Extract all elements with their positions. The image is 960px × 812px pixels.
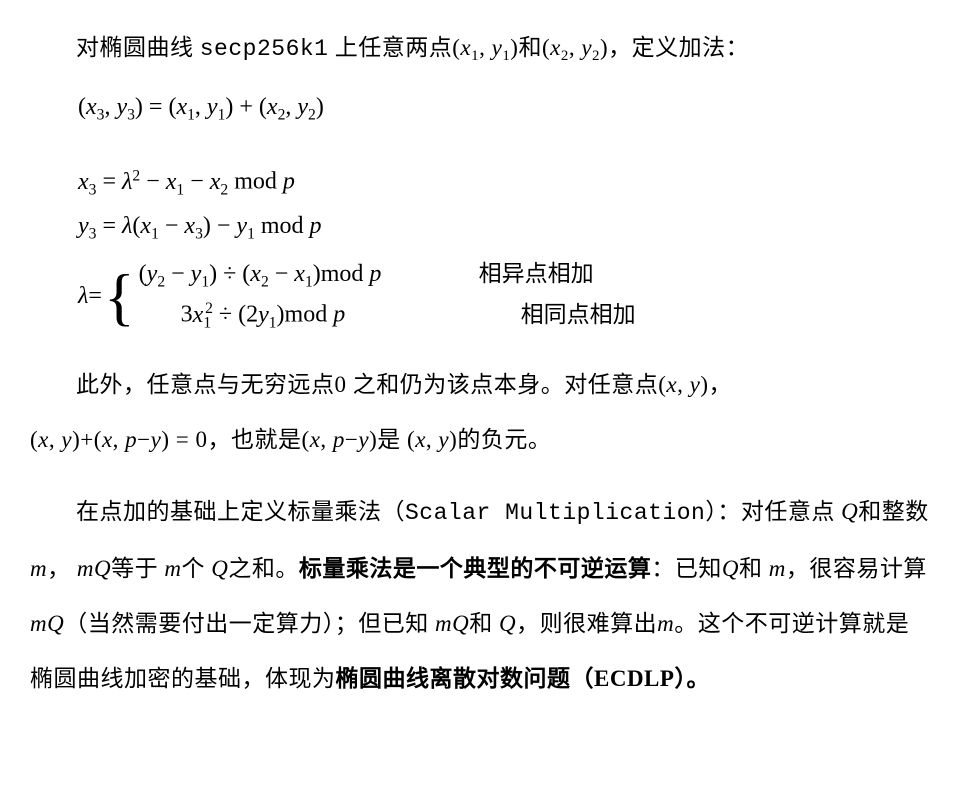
var: y1 [492, 35, 511, 60]
text: 对椭圆曲线 [76, 35, 200, 60]
eq-lambda: λ = { (y2 − y1) ÷ (x2 − x1)mod p 相异点相加 3… [78, 256, 930, 337]
paren: ) [600, 35, 608, 60]
text: 和 [518, 35, 542, 60]
var-mQ: mQ [30, 611, 64, 636]
var-m: m [769, 556, 786, 581]
text: 是 [377, 427, 407, 452]
paren: ( [542, 35, 550, 60]
text: 和整数 [858, 499, 929, 524]
bold-statement: 标量乘法是一个典型的不可逆运算 [299, 556, 652, 581]
var-mQ: mQ [77, 556, 111, 581]
text: ，也就是 [208, 427, 302, 452]
eq-point-sum: (x3, y3) = (x1, y1) + (x2, y2) [78, 93, 930, 125]
text: ：已知 [651, 556, 722, 581]
comma: , [569, 35, 582, 60]
var: y2 [581, 35, 600, 60]
lambda-case-distinct: (y2 − y1) ÷ (x2 − x1)mod p 相异点相加 [139, 260, 636, 292]
text: 和 [739, 556, 769, 581]
term-scalar-mult: Scalar Multiplication [405, 500, 705, 526]
text: ，很容易计算 [786, 556, 927, 581]
var-Q: Q [841, 499, 858, 524]
var: x2 [550, 35, 569, 60]
text: 上任意两点 [328, 35, 452, 60]
bold-ecdlp: 椭圆曲线离散对数问题（ECDLP）。 [336, 666, 710, 691]
var-m: m [164, 556, 181, 581]
var-m: m [657, 611, 674, 636]
text: （当然需要付出一定算力）；但已知 [64, 611, 435, 636]
scalar-mult-paragraph: 在点加的基础上定义标量乘法（Scalar Multiplication）：对任意… [30, 484, 930, 707]
text: ）：对任意点 [705, 499, 841, 524]
var-m: m [30, 556, 47, 581]
negation-paragraph: (x, y)+(x, p−y) = 0，也就是(x, p−y)是 (x, y)的… [30, 412, 930, 467]
intro-paragraph: 对椭圆曲线 secp256k1 上任意两点(x1, y1)和(x2, y2)，定… [30, 20, 930, 77]
var: x1 [460, 35, 479, 60]
equation-block: (x3, y3) = (x1, y1) + (x2, y2) x3 = λ2 −… [78, 93, 930, 337]
var-Q: Q [211, 556, 228, 581]
text: 此外，任意点与无穷远点 [76, 372, 335, 397]
text: 个 [182, 556, 212, 581]
text: 和 [469, 611, 499, 636]
text: 之和仍为该点本身。对任意点 [347, 372, 659, 397]
lambda-case-same: 3x12 ÷ (2y1)mod p 相同点相加 [139, 300, 636, 333]
var-Q: Q [499, 611, 516, 636]
text: ，定义加法： [608, 35, 749, 60]
text: 的负元。 [457, 427, 551, 452]
text: 之和。 [228, 556, 299, 581]
var-mQ: mQ [435, 611, 469, 636]
text: 等于 [111, 556, 164, 581]
comma: , [479, 35, 492, 60]
zero: 0 [335, 372, 347, 397]
eq-y3: y3 = λ(x1 − x3) − y1 mod p [78, 212, 930, 244]
text: ，则很难算出 [516, 611, 657, 636]
case-label: 相同点相加 [521, 301, 636, 329]
text: 在点加的基础上定义标量乘法（ [76, 499, 405, 524]
var-Q: Q [722, 556, 739, 581]
curve-name: secp256k1 [200, 36, 329, 62]
infinity-paragraph: 此外，任意点与无穷远点0 之和仍为该点本身。对任意点(x, y)， [30, 357, 930, 412]
eq-x3: x3 = λ2 − x1 − x2 mod p [78, 167, 930, 200]
case-label: 相异点相加 [479, 260, 594, 288]
text: ， [47, 556, 71, 581]
text: ， [709, 372, 733, 397]
left-brace-icon: { [104, 268, 135, 326]
